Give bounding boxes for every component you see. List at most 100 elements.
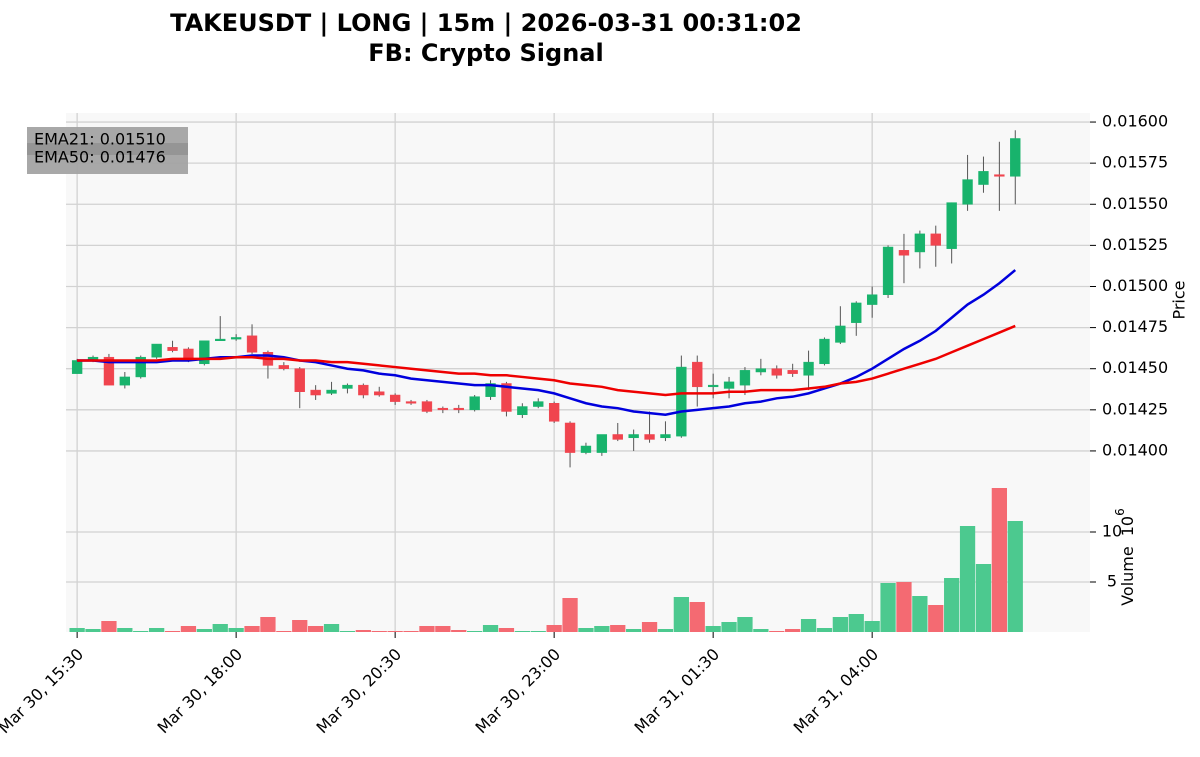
candle-body (517, 406, 528, 416)
y-tick-label: 0.01475 (1102, 317, 1168, 336)
candle-body (501, 383, 512, 412)
candle-body (326, 389, 337, 394)
volume-bar (482, 625, 499, 632)
volume-bar (562, 598, 578, 632)
y-tick-label: 0.01425 (1102, 399, 1168, 418)
candle-body (707, 384, 719, 388)
volume-axis-label: Volume 106 (1113, 508, 1137, 606)
volume-bar (626, 629, 642, 632)
candle-body (215, 338, 226, 342)
candle-body (278, 365, 290, 369)
volume-bar (785, 629, 801, 632)
candle-body (580, 445, 592, 453)
candle-body (135, 356, 146, 378)
candle-body (485, 383, 496, 397)
volume-bar (657, 629, 674, 632)
candle-body (676, 366, 687, 437)
volume-scale-exponent: 6 (1113, 508, 1127, 516)
volume-bar (276, 631, 292, 632)
candle-body (914, 233, 926, 253)
candle-body (453, 407, 464, 411)
candle-body (803, 361, 814, 376)
volume-bar (117, 628, 133, 632)
x-tick-label: Mar 30, 23:00 (472, 645, 565, 738)
x-tick-label: Mar 30, 18:00 (154, 645, 247, 738)
volume-bar (975, 564, 992, 632)
y-axis-label: Price (1170, 280, 1189, 319)
y-tick-label: 0.01500 (1102, 276, 1168, 295)
volume-bar (514, 631, 530, 632)
volume-bar (594, 626, 610, 632)
volume-bar (848, 614, 864, 632)
volume-bar (308, 626, 324, 632)
volume-bar (689, 602, 705, 632)
volume-bar (387, 631, 403, 632)
volume-bar (896, 582, 912, 632)
volume-bar (339, 631, 356, 632)
candle-body (548, 402, 560, 422)
y-tick-label: 0.01550 (1102, 194, 1168, 213)
candle-body (230, 337, 242, 340)
candle-body (437, 407, 449, 411)
x-tick-label: Mar 31, 01:30 (631, 645, 724, 738)
y-tick-label: 0.01450 (1102, 358, 1168, 377)
candle-body (103, 356, 115, 386)
candle-body (533, 401, 544, 407)
volume-bar (673, 597, 689, 632)
chart-title: TAKEUSDT | LONG | 15m | 2026-03-31 00:31… (170, 9, 802, 37)
candle-body (723, 381, 735, 389)
volume-bar (578, 628, 594, 632)
candle-body (946, 202, 957, 249)
volume-bar (1007, 521, 1023, 632)
candle-body (405, 401, 417, 404)
volume-bar (355, 630, 371, 632)
volume-bar (323, 624, 340, 632)
candle-body (819, 338, 830, 365)
volume-bar (864, 621, 880, 632)
candle-body (374, 391, 385, 396)
volume-bar (546, 625, 562, 632)
volume-bar (880, 583, 896, 632)
volume-bar (753, 629, 769, 632)
candle-body (389, 394, 401, 402)
candle-body (119, 376, 131, 386)
volume-bar (435, 626, 451, 632)
volume-bar (816, 628, 833, 632)
volume-tick-label: 10 (1102, 522, 1122, 541)
x-tick-label: Mar 30, 15:30 (0, 645, 87, 738)
candle-body (246, 335, 258, 353)
volume-bar (292, 620, 308, 632)
volume-bar (196, 629, 212, 632)
chart-subtitle: FB: Crypto Signal (368, 39, 603, 67)
candle-body (644, 434, 655, 440)
volume-bar (371, 631, 387, 632)
candle-body (469, 396, 480, 411)
candle-body (151, 343, 162, 358)
y-tick-label: 0.01400 (1102, 440, 1168, 459)
volume-bar (180, 626, 197, 632)
candle-body (994, 174, 1005, 177)
candle-body (421, 401, 433, 412)
candle-body (1010, 138, 1021, 177)
candle-body (628, 434, 639, 439)
candle-body (755, 368, 767, 373)
legend-band (27, 143, 188, 155)
candle-body (930, 233, 941, 246)
candle-body (199, 340, 210, 365)
candle-body (71, 360, 83, 374)
volume-bar (419, 626, 435, 632)
volume-bar (912, 596, 928, 632)
candle-body (310, 389, 321, 396)
legend-label: EMA50: 0.01476 (34, 148, 166, 167)
x-tick-label: Mar 30, 20:30 (313, 645, 406, 738)
volume-bar (991, 488, 1007, 632)
candle-body (739, 370, 751, 386)
volume-bar (641, 622, 658, 632)
volume-bar (212, 624, 228, 632)
volume-bar (133, 631, 149, 632)
volume-bar (530, 631, 546, 632)
volume-scale-base: 10 (1118, 516, 1137, 536)
candle-body (596, 434, 608, 453)
volume-bar (451, 630, 467, 632)
